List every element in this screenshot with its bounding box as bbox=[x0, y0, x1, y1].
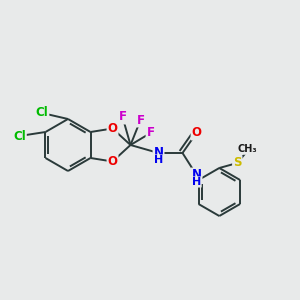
Text: O: O bbox=[191, 127, 202, 140]
Text: N: N bbox=[154, 146, 164, 160]
Text: CH₃: CH₃ bbox=[238, 144, 257, 154]
Text: O: O bbox=[107, 122, 118, 135]
Text: H: H bbox=[154, 155, 163, 165]
Text: H: H bbox=[192, 177, 201, 187]
Text: O: O bbox=[107, 155, 118, 168]
Text: F: F bbox=[136, 113, 145, 127]
Text: F: F bbox=[146, 127, 154, 140]
Text: S: S bbox=[233, 157, 242, 169]
Text: Cl: Cl bbox=[36, 106, 48, 119]
Text: N: N bbox=[191, 169, 202, 182]
Text: F: F bbox=[118, 110, 127, 124]
Text: Cl: Cl bbox=[13, 130, 26, 142]
